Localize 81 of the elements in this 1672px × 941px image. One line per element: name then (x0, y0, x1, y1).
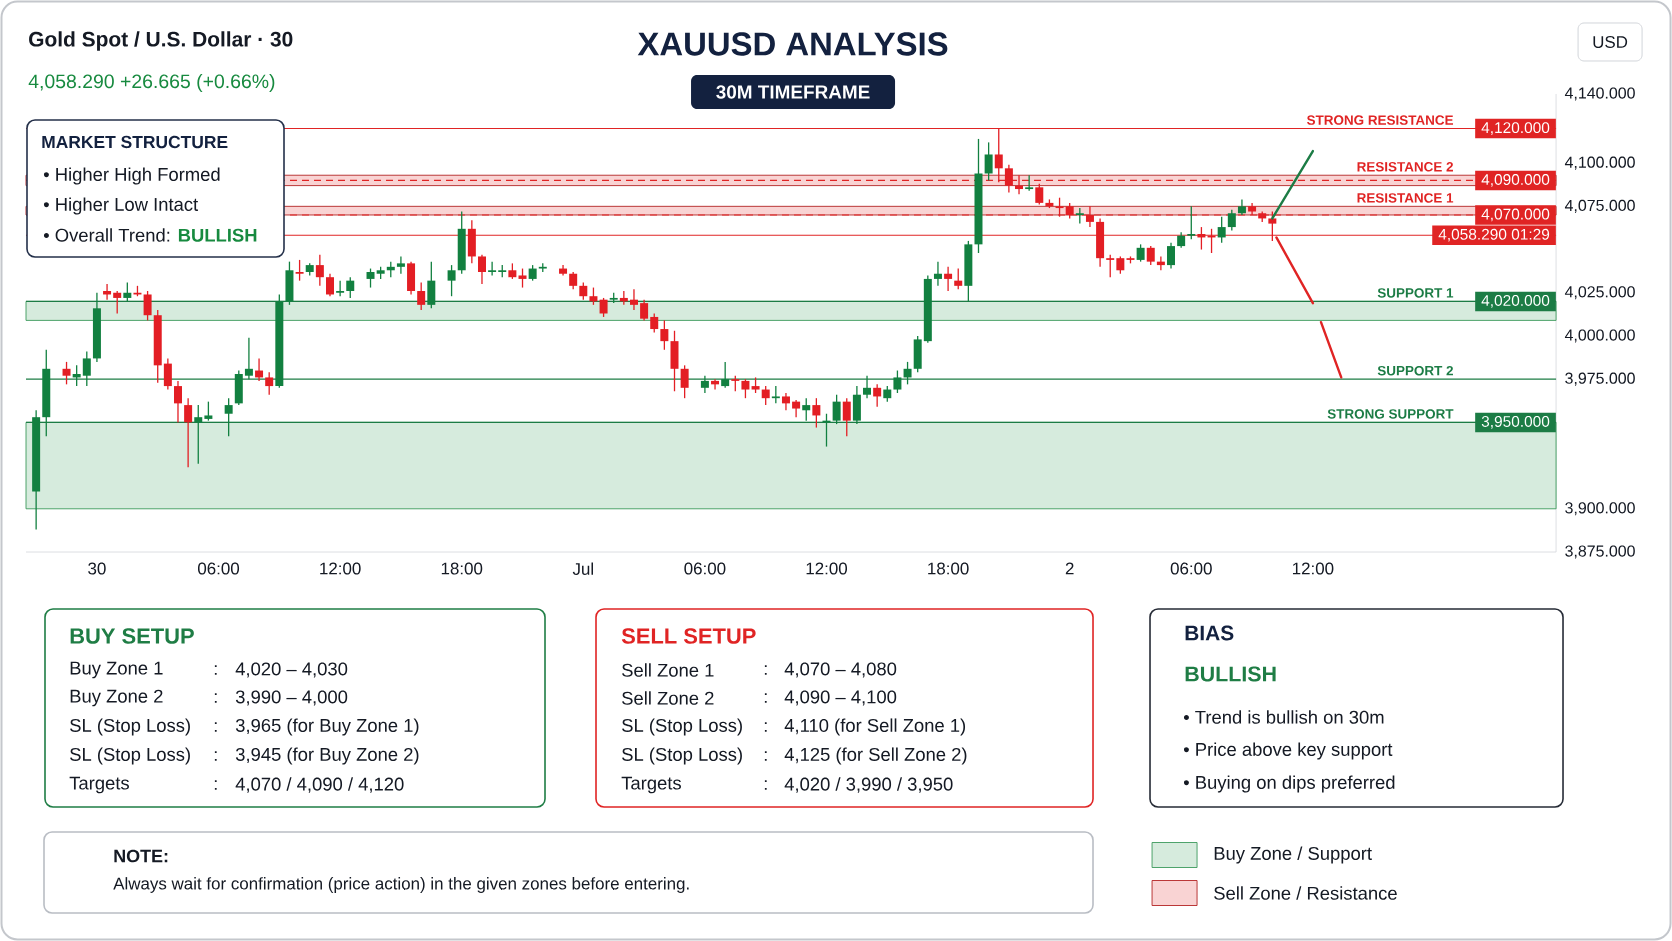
y-axis-title: USD (1593, 35, 1628, 48)
text: SL (Stop Loss) (622, 747, 742, 765)
ref-line-label: 4,058.290 01:29 (1438, 228, 1550, 242)
text: 4,070 – 4,080 (784, 662, 897, 678)
annotation: STRONG SUPPORT (1327, 409, 1454, 419)
x-tick-label: 06:00 (684, 562, 726, 575)
text: 4,110 (for Sell Zone 1) (784, 718, 966, 736)
ref-line-label: 4,120.000 (1481, 122, 1550, 135)
annotation: • Higher High Formed (43, 167, 220, 185)
text: 4,090 – 4,100 (784, 690, 897, 706)
text: Targets (69, 776, 129, 794)
text: : (764, 751, 767, 761)
ref-line-label: 4,090.000 (1481, 174, 1550, 187)
ref-line-label: 4,070.000 (1481, 208, 1550, 222)
annotation: STRONG RESISTANCE (1306, 115, 1454, 125)
text: SELL SETUP (621, 628, 756, 644)
chart-subtitle: 30M TIMEFRAME (716, 85, 870, 99)
text: : (764, 665, 767, 675)
text: SL (Stop Loss) (70, 718, 190, 736)
x-tick-label: 30 (88, 562, 106, 575)
y-tick-label: 4,140.000 (1564, 87, 1635, 101)
text: : (764, 693, 767, 703)
text: 4,125 (for Sell Zone 2) (784, 747, 967, 765)
text: MARKET STRUCTURE (42, 135, 228, 149)
text: BUY SETUP (70, 628, 194, 644)
text: SL (Stop Loss) (622, 718, 742, 736)
text: SL (Stop Loss) (70, 747, 190, 765)
x-tick-label: 12:00 (806, 562, 848, 575)
text: BIAS (1185, 625, 1234, 641)
text: Gold Spot / U.S. Dollar · 30 (29, 31, 293, 51)
text: • Trend is bullish on 30m (1183, 710, 1384, 724)
text: 3,990 – 4,000 (235, 690, 348, 706)
text: Always wait for confirmation (price action) in the given zones before entering. (113, 877, 689, 893)
x-tick-label: 06:00 (197, 562, 240, 575)
text: : (764, 780, 767, 790)
legend-label: Buy Zone / Support (1214, 846, 1372, 864)
ref-line-label: 3,950.000 (1481, 416, 1550, 429)
annotation: SUPPORT 2 (1377, 365, 1453, 376)
text: 4,058.290 +26.665 (+0.66%) (28, 73, 275, 93)
text: : (214, 780, 217, 790)
text: • Buying on dips preferred (1183, 775, 1395, 793)
y-tick-label: 4,025.000 (1564, 286, 1635, 300)
annotation: RESISTANCE 2 (1357, 161, 1453, 172)
ref-line-label: 4,020.000 (1481, 295, 1550, 308)
x-tick-label: Jul (572, 562, 593, 575)
y-tick-label: 3,875.000 (1565, 545, 1635, 559)
y-tick-label: 3,975.000 (1565, 372, 1635, 386)
text: Buy Zone 1 (70, 661, 163, 679)
text: 4,020 – 4,030 (235, 662, 348, 678)
text: Buy Zone 2 (70, 689, 163, 707)
y-tick-label: 4,100.000 (1564, 156, 1635, 170)
x-tick-label: 12:00 (320, 562, 361, 575)
text: 4,070 / 4,090 / 4,120 (235, 777, 404, 793)
chart-title: XAUUSD ANALYSIS (637, 32, 948, 56)
text: : (214, 665, 217, 675)
text: : (214, 751, 217, 761)
annotation: SUPPORT 1 (1377, 288, 1454, 298)
text: Sell Zone 2 (622, 691, 714, 705)
x-tick-label: 18:00 (928, 562, 969, 575)
text: 3,945 (for Buy Zone 2) (235, 747, 419, 765)
x-tick-label: 2 (1065, 562, 1074, 575)
text: Targets (621, 776, 681, 794)
text: : (764, 722, 767, 732)
text: NOTE: (114, 849, 168, 863)
annotation: • Overall Trend: BULLISH (43, 228, 257, 242)
y-tick-label: 3,900.000 (1565, 502, 1635, 516)
annotation: • Higher Low Intact (43, 197, 199, 215)
x-tick-label: 18:00 (441, 562, 483, 575)
text: Sell Zone 1 (622, 663, 714, 677)
x-tick-label: 12:00 (1292, 562, 1334, 575)
text: BULLISH (1185, 666, 1276, 682)
text: : (214, 722, 217, 732)
legend-label: Sell Zone / Resistance (1214, 886, 1397, 900)
text: • Price above key support (1183, 742, 1393, 760)
annotation: RESISTANCE 1 (1357, 193, 1454, 203)
text: : (214, 693, 217, 703)
x-tick-label: 06:00 (1170, 562, 1212, 575)
y-tick-label: 4,075.000 (1564, 199, 1635, 213)
y-tick-label: 4,000.000 (1564, 329, 1635, 343)
text: 4,020 / 3,990 / 3,950 (784, 777, 953, 793)
text: 3,965 (for Buy Zone 1) (235, 718, 419, 736)
